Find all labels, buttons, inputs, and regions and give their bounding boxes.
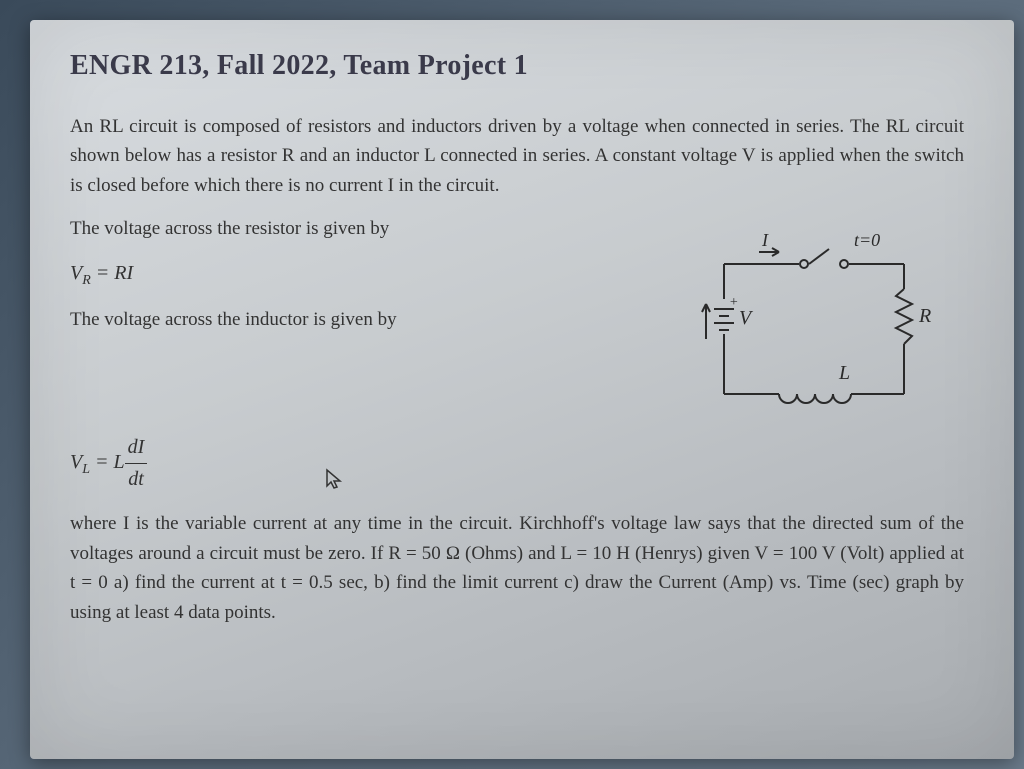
circuit-label-r: R xyxy=(918,305,931,327)
two-column-section: The voltage across the resistor is given… xyxy=(70,214,964,424)
paragraph-problem: where I is the variable current at any t… xyxy=(70,509,964,627)
document-page: ENGR 213, Fall 2022, Team Project 1 An R… xyxy=(30,20,1014,759)
vl-fraction: dIdt xyxy=(125,432,148,495)
circuit-column: I t=0 V + xyxy=(684,214,964,424)
vr-sub: R xyxy=(82,273,91,288)
circuit-label-t0: t=0 xyxy=(854,230,880,250)
circuit-label-l: L xyxy=(838,362,850,384)
vl-lhs: V xyxy=(70,451,82,473)
equation-vl: VL = LdIdt xyxy=(70,432,964,495)
circuit-label-i: I xyxy=(761,230,769,250)
inductor-voltage-text: The voltage across the inductor is given… xyxy=(70,305,654,334)
page-title: ENGR 213, Fall 2022, Team Project 1 xyxy=(70,50,964,82)
paragraph-intro: An RL circuit is composed of resistors a… xyxy=(70,112,964,200)
svg-text:+: + xyxy=(729,295,738,310)
vr-lhs: V xyxy=(70,262,82,284)
vl-num: dI xyxy=(125,432,148,464)
vr-rhs: = RI xyxy=(91,262,133,284)
vl-sub: L xyxy=(82,462,90,477)
circuit-label-v: V xyxy=(739,307,754,329)
equation-vr: VR = RI xyxy=(70,258,654,292)
vl-den: dt xyxy=(125,464,148,495)
resistor-voltage-text: The voltage across the resistor is given… xyxy=(70,214,654,243)
rl-circuit-diagram: I t=0 V + xyxy=(684,224,944,424)
vl-mid: = L xyxy=(90,451,125,473)
body-content: An RL circuit is composed of resistors a… xyxy=(70,112,964,627)
equations-column: The voltage across the resistor is given… xyxy=(70,214,654,349)
